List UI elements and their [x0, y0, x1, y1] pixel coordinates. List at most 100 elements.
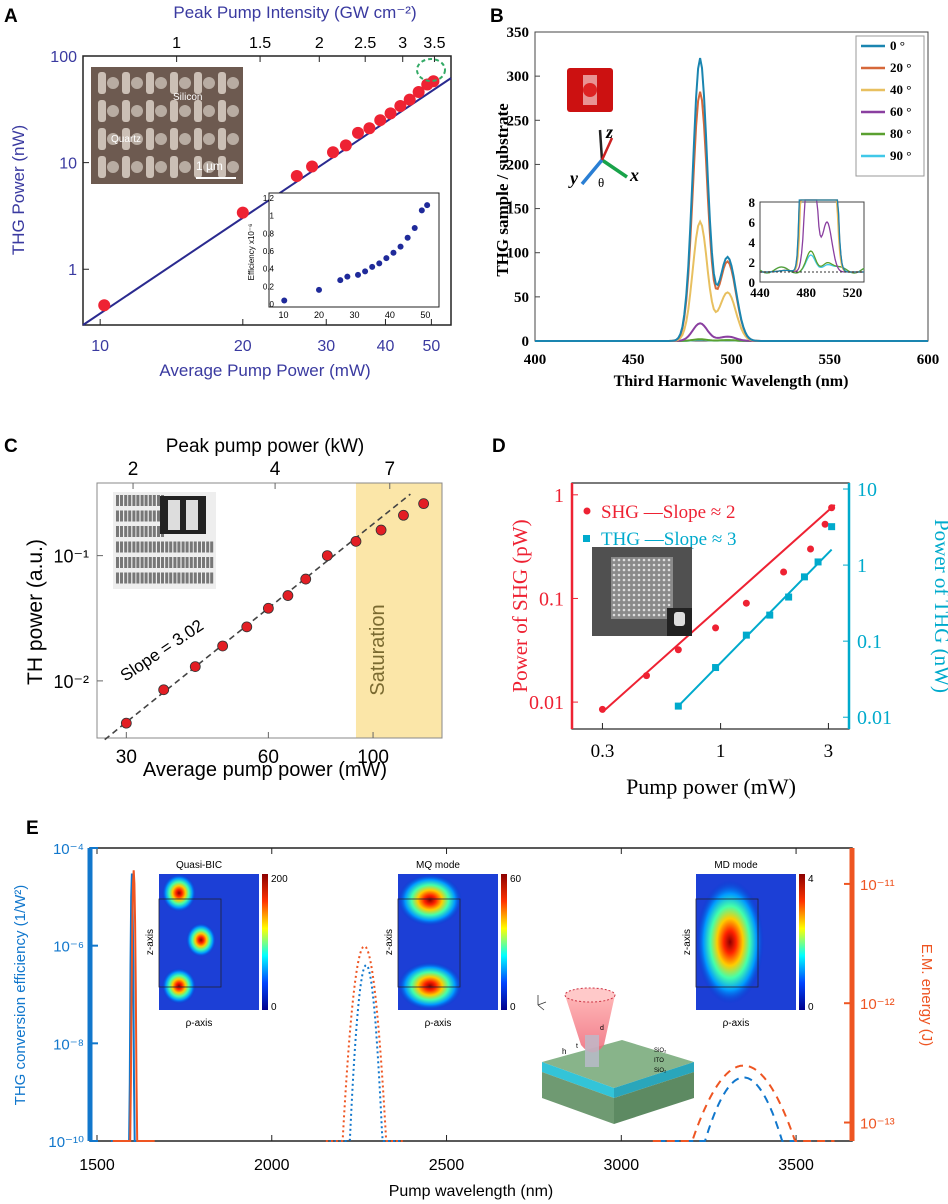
c-sem-pillar	[128, 526, 132, 537]
d-sem-dot	[647, 568, 651, 572]
d-sem-dot	[652, 573, 656, 577]
a-data-point	[327, 146, 340, 159]
a-data-point	[374, 114, 387, 127]
d-x-tick-label: 1	[716, 741, 726, 762]
a-inset-y-tick-label: 0	[270, 300, 275, 309]
a-inset-point	[424, 202, 431, 209]
d-sem-dot	[662, 603, 666, 607]
c-sem-pillar	[132, 526, 136, 537]
d-sem-dot	[622, 603, 626, 607]
e-map-colorbar-max: 4	[808, 874, 814, 885]
d-sem-dot	[652, 608, 656, 612]
b-y-label: THG sample / substrate	[493, 103, 512, 277]
c-sem-pillar	[136, 510, 140, 522]
b-inset-y-tick-label: 4	[749, 235, 756, 250]
c-sem-pillar	[116, 510, 119, 522]
d-sem-dot	[627, 593, 631, 597]
a-inset-frame	[268, 192, 440, 308]
d-legend-thg-marker	[583, 535, 590, 542]
e-y-label: THG conversion efficiency (1/W²)	[12, 885, 29, 1106]
d-sem-dot	[662, 578, 666, 582]
d-y2-tick-label: 0.01	[857, 707, 892, 729]
c-sem-pillar	[128, 557, 132, 568]
c-data-point	[282, 590, 294, 601]
c-sem-pillar	[177, 557, 181, 568]
c-sem-pillar	[140, 541, 144, 553]
b-x-tick-label: 550	[819, 352, 842, 368]
e-x-tick-label: 2500	[429, 1157, 465, 1174]
d-sem-dot	[647, 573, 651, 577]
d-sem-dot	[622, 608, 626, 612]
c-sem-pillar	[148, 572, 152, 584]
d-sem-dot	[662, 563, 666, 567]
a-sem-pillar	[122, 156, 130, 178]
b-axis-z: z	[605, 122, 613, 142]
d-sem-dot	[627, 558, 631, 562]
d-sem-dot	[652, 598, 656, 602]
a-sem-pillar	[170, 100, 178, 122]
a-x-tick-label: 30	[317, 338, 335, 355]
d-sem-dot	[637, 578, 641, 582]
c-sem-pillar	[198, 557, 201, 568]
a-x-label: Average Pump Power (mW)	[159, 361, 370, 380]
c-sem-pillar	[144, 526, 148, 537]
c-fit-line	[104, 493, 411, 741]
a-sem-disk	[131, 77, 143, 89]
c-sem-pillar	[140, 526, 144, 537]
c-sem-pillar	[206, 541, 210, 553]
e-y-tick-label: 10⁻¹⁰	[48, 1134, 84, 1151]
d-legend-shg-marker	[583, 507, 591, 515]
d-sem-dot	[622, 583, 626, 587]
c-data-point	[321, 550, 333, 562]
d-sem-dot	[612, 593, 616, 597]
d-legend-thg: THG —Slope ≈ 3	[601, 529, 737, 550]
a-y-tick-label: 100	[50, 49, 77, 66]
a-sem-disk	[227, 133, 239, 145]
panel-label-d: D	[492, 436, 506, 457]
e-map-hotspot	[398, 962, 462, 1010]
c-data-point	[189, 661, 201, 673]
a-sem-disk	[107, 77, 119, 89]
e-schem-h: h	[562, 1047, 566, 1056]
b-inset-x-tick-label: 520	[843, 285, 863, 300]
d-shg-point	[821, 520, 829, 528]
c-sem-pillar	[152, 541, 156, 553]
c-sem-pillar	[132, 557, 136, 568]
a-inset-x-tick-label: 40	[385, 310, 395, 320]
c-sem-pillar	[189, 557, 193, 568]
d-sem-dot	[622, 593, 626, 597]
e-energy-peak	[325, 945, 403, 1142]
d-sem-dot	[632, 593, 636, 597]
a-x2-tick-label: 3	[398, 35, 407, 52]
c-sem-pillar	[140, 557, 144, 568]
c-sem-pillar	[124, 526, 128, 537]
d-sem-dot	[612, 568, 616, 572]
c-sem-pillar	[128, 572, 132, 584]
c-y-label: TH power (a.u.)	[24, 539, 47, 685]
c-x-tick-label: 30	[116, 747, 137, 768]
e-map-title: MD mode	[714, 860, 758, 871]
c-x2-label: Peak pump power (kW)	[166, 436, 365, 457]
a-sem-disk	[227, 105, 239, 117]
e-energy-peak	[112, 870, 155, 1142]
d-sem-dot	[642, 573, 646, 577]
b-legend-entry: 80 °	[890, 126, 911, 141]
a-sem-pillar	[122, 128, 130, 150]
a-inset-point	[337, 277, 344, 284]
a-silicon-label: Silicon	[173, 92, 202, 103]
e-y2-tick-label: 10⁻¹³	[860, 1116, 895, 1133]
d-sem-dot	[637, 613, 641, 617]
c-sem-pillar	[210, 572, 214, 584]
c-sem-pillar	[181, 557, 185, 568]
a-data-point	[363, 122, 376, 135]
a-data-point	[98, 299, 111, 312]
d-sem-image	[592, 547, 692, 636]
e-map-title: MQ mode	[416, 860, 460, 871]
d-sem-dot	[617, 583, 621, 587]
d-sem-dot	[657, 588, 661, 592]
a-sem-disk	[107, 133, 119, 145]
a-inset-y-tick-label: 1	[270, 212, 275, 221]
d-sem-dot	[612, 588, 616, 592]
b-x-tick-label: 600	[917, 352, 940, 368]
